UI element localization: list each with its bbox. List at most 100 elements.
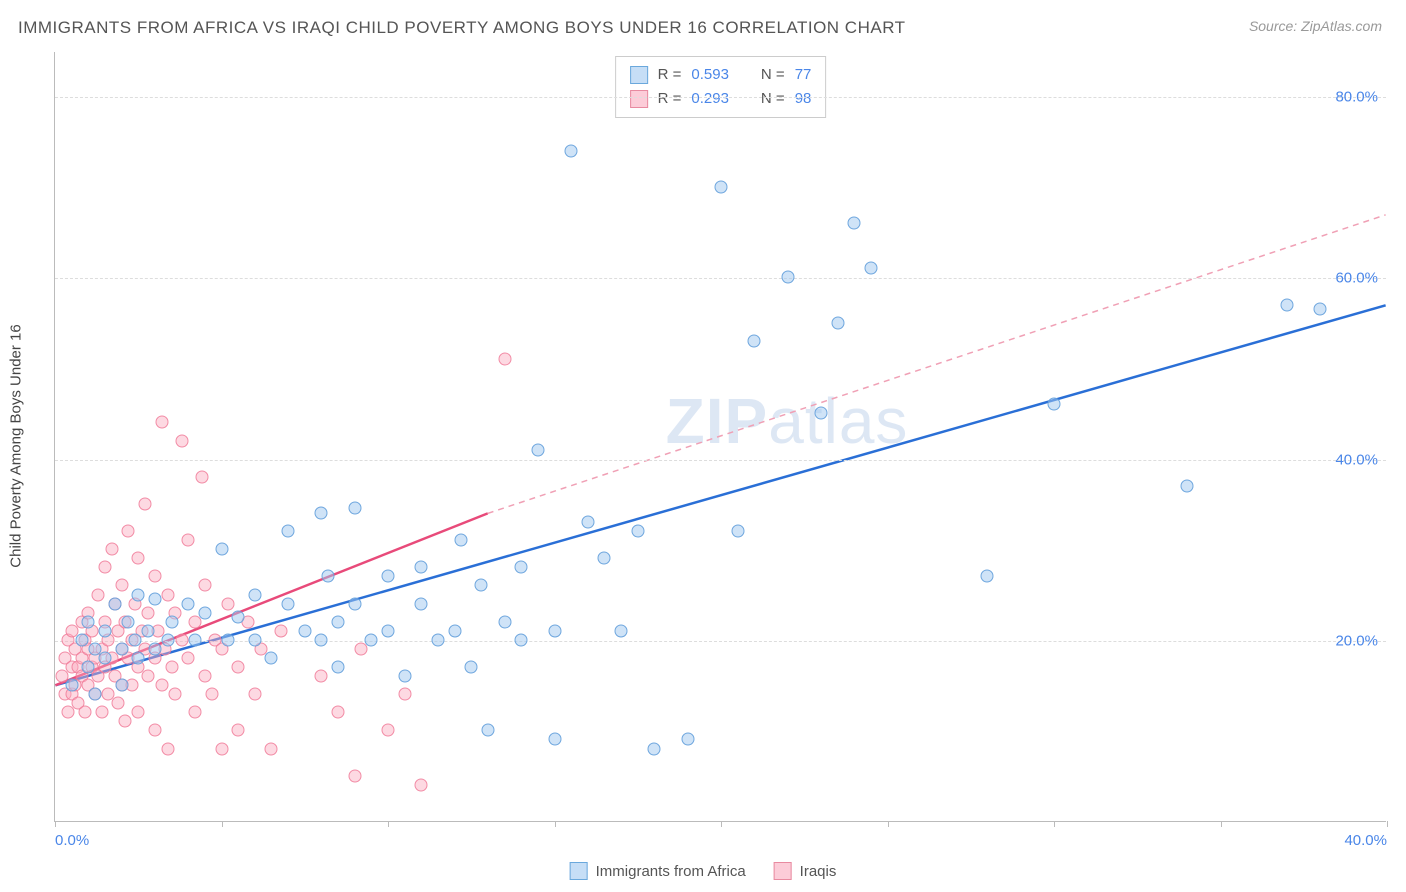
data-point bbox=[498, 353, 511, 366]
data-point bbox=[382, 570, 395, 583]
data-point bbox=[265, 651, 278, 664]
legend-item: Iraqis bbox=[774, 862, 837, 880]
data-point bbox=[332, 706, 345, 719]
data-point bbox=[415, 778, 428, 791]
data-point bbox=[475, 579, 488, 592]
y-axis-label: Child Poverty Among Boys Under 16 bbox=[8, 324, 25, 567]
data-point bbox=[98, 624, 111, 637]
trend-line-extension bbox=[488, 215, 1386, 514]
data-point bbox=[581, 516, 594, 529]
data-point bbox=[748, 334, 761, 347]
data-point bbox=[132, 588, 145, 601]
data-point bbox=[332, 615, 345, 628]
plot-area: ZIPatlas R = 0.593N = 77R = 0.293N = 98 … bbox=[54, 52, 1386, 822]
data-point bbox=[348, 769, 361, 782]
trend-lines-svg bbox=[55, 52, 1386, 821]
data-point bbox=[1048, 398, 1061, 411]
data-point bbox=[681, 733, 694, 746]
data-point bbox=[365, 633, 378, 646]
data-point bbox=[282, 525, 295, 538]
data-point bbox=[465, 661, 478, 674]
data-point bbox=[82, 615, 95, 628]
data-point bbox=[122, 525, 135, 538]
data-point bbox=[322, 570, 335, 583]
legend-stat-row: R = 0.293N = 98 bbox=[630, 87, 812, 111]
data-point bbox=[398, 688, 411, 701]
y-tick-label: 60.0% bbox=[1335, 270, 1378, 287]
data-point bbox=[162, 588, 175, 601]
data-point bbox=[132, 651, 145, 664]
chart-title: IMMIGRANTS FROM AFRICA VS IRAQI CHILD PO… bbox=[18, 18, 906, 38]
data-point bbox=[182, 597, 195, 610]
legend-R-value: 0.593 bbox=[691, 63, 729, 87]
data-point bbox=[498, 615, 511, 628]
legend-N-label: N = bbox=[761, 63, 785, 87]
data-point bbox=[548, 733, 561, 746]
legend-label: Immigrants from Africa bbox=[596, 863, 746, 880]
data-point bbox=[95, 706, 108, 719]
legend-N-value: 98 bbox=[795, 87, 812, 111]
data-point bbox=[105, 543, 118, 556]
data-point bbox=[315, 633, 328, 646]
x-tick bbox=[388, 821, 389, 827]
data-point bbox=[82, 661, 95, 674]
data-point bbox=[198, 670, 211, 683]
data-point bbox=[248, 633, 261, 646]
data-point bbox=[232, 724, 245, 737]
data-point bbox=[222, 633, 235, 646]
data-point bbox=[431, 633, 444, 646]
source-attribution: Source: ZipAtlas.com bbox=[1249, 18, 1382, 34]
data-point bbox=[248, 588, 261, 601]
x-tick-label: 0.0% bbox=[55, 832, 89, 849]
data-point bbox=[1314, 303, 1327, 316]
data-point bbox=[88, 688, 101, 701]
data-point bbox=[275, 624, 288, 637]
legend-series: Immigrants from Africa Iraqis bbox=[570, 862, 837, 880]
data-point bbox=[175, 633, 188, 646]
data-point bbox=[222, 597, 235, 610]
x-tick bbox=[1221, 821, 1222, 827]
data-point bbox=[92, 588, 105, 601]
data-point bbox=[248, 688, 261, 701]
data-point bbox=[565, 144, 578, 157]
data-point bbox=[148, 642, 161, 655]
gridline bbox=[55, 278, 1386, 279]
data-point bbox=[1181, 479, 1194, 492]
data-point bbox=[981, 570, 994, 583]
data-point bbox=[122, 615, 135, 628]
data-point bbox=[198, 579, 211, 592]
legend-N-value: 77 bbox=[795, 63, 812, 87]
data-point bbox=[98, 651, 111, 664]
data-point bbox=[232, 611, 245, 624]
data-point bbox=[148, 570, 161, 583]
data-point bbox=[415, 597, 428, 610]
x-tick bbox=[55, 821, 56, 827]
legend-R-label: R = bbox=[658, 87, 682, 111]
data-point bbox=[165, 661, 178, 674]
data-point bbox=[142, 606, 155, 619]
data-point bbox=[205, 688, 218, 701]
legend-label: Iraqis bbox=[800, 863, 837, 880]
legend-swatch bbox=[630, 66, 648, 84]
data-point bbox=[198, 606, 211, 619]
x-tick-label: 40.0% bbox=[1344, 832, 1387, 849]
data-point bbox=[332, 661, 345, 674]
data-point bbox=[814, 407, 827, 420]
legend-stats: R = 0.593 N = 77R = 0.293N = 98 bbox=[615, 56, 827, 118]
data-point bbox=[162, 742, 175, 755]
data-point bbox=[155, 416, 168, 429]
data-point bbox=[188, 706, 201, 719]
data-point bbox=[155, 679, 168, 692]
data-point bbox=[162, 633, 175, 646]
source-value: ZipAtlas.com bbox=[1301, 18, 1382, 34]
data-point bbox=[298, 624, 311, 637]
data-point bbox=[128, 633, 141, 646]
data-point bbox=[531, 443, 544, 456]
data-point bbox=[232, 661, 245, 674]
data-point bbox=[78, 706, 91, 719]
data-point bbox=[398, 670, 411, 683]
data-point bbox=[615, 624, 628, 637]
data-point bbox=[315, 670, 328, 683]
y-tick-label: 40.0% bbox=[1335, 451, 1378, 468]
data-point bbox=[415, 561, 428, 574]
